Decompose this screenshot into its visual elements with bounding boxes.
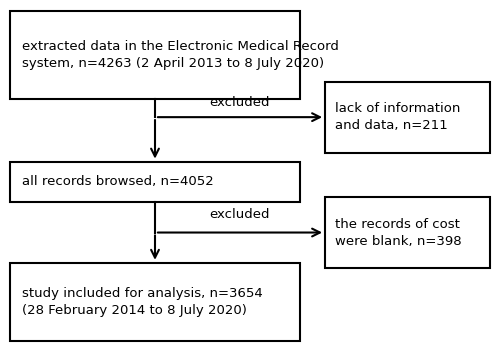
FancyBboxPatch shape [10,162,300,202]
Text: lack of information
and data, n=211: lack of information and data, n=211 [335,102,460,132]
FancyBboxPatch shape [325,197,490,268]
Text: all records browsed, n=4052: all records browsed, n=4052 [22,175,214,189]
Text: the records of cost
were blank, n=398: the records of cost were blank, n=398 [335,218,462,247]
Text: excluded: excluded [210,208,270,221]
FancyBboxPatch shape [10,263,300,341]
FancyBboxPatch shape [325,82,490,153]
FancyBboxPatch shape [10,11,300,99]
Text: extracted data in the Electronic Medical Record
system, n=4263 (2 April 2013 to : extracted data in the Electronic Medical… [22,40,340,70]
Text: study included for analysis, n=3654
(28 February 2014 to 8 July 2020): study included for analysis, n=3654 (28 … [22,287,263,317]
Text: excluded: excluded [210,97,270,109]
